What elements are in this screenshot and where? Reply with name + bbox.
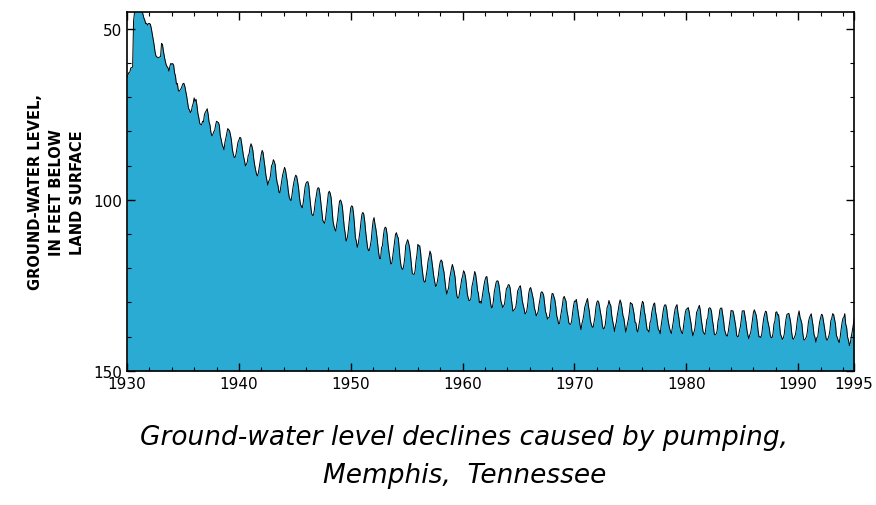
Text: Ground-water level declines caused by pumping,: Ground-water level declines caused by pu… <box>140 424 788 450</box>
Y-axis label: GROUND-WATER LEVEL,
IN FEET BELOW
LAND SURFACE: GROUND-WATER LEVEL, IN FEET BELOW LAND S… <box>28 94 85 290</box>
Text: Memphis,  Tennessee: Memphis, Tennessee <box>322 462 606 488</box>
